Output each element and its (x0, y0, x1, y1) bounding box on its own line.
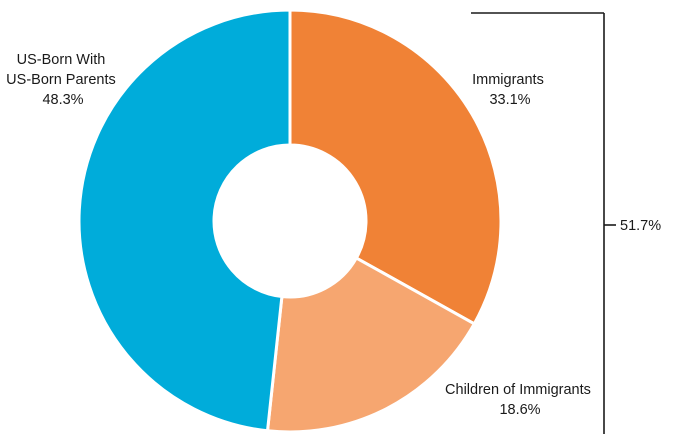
bracket (471, 12, 616, 434)
bracket-value: 51.7% (620, 218, 661, 234)
label-us-born: US-Born With US-Born Parents 48.3% (6, 52, 120, 108)
label-immigrants-value: 33.1% (489, 92, 530, 108)
donut-slices (77, 8, 503, 434)
label-children: Children of Immigrants 18.6% (445, 382, 595, 418)
label-immigrants-name: Immigrants (472, 72, 544, 88)
slice-children-of-immigrants (266, 256, 476, 434)
slice-immigrants (288, 8, 503, 326)
label-children-value: 18.6% (499, 402, 540, 418)
label-children-name: Children of Immigrants (445, 382, 591, 398)
label-us-born-value: 48.3% (42, 92, 83, 108)
label-us-born-line1: US-Born With (17, 52, 106, 68)
label-us-born-line2: US-Born Parents (6, 72, 116, 88)
slice-us-born-with-us-born-parents (77, 8, 292, 433)
label-immigrants: Immigrants 33.1% (472, 72, 548, 108)
